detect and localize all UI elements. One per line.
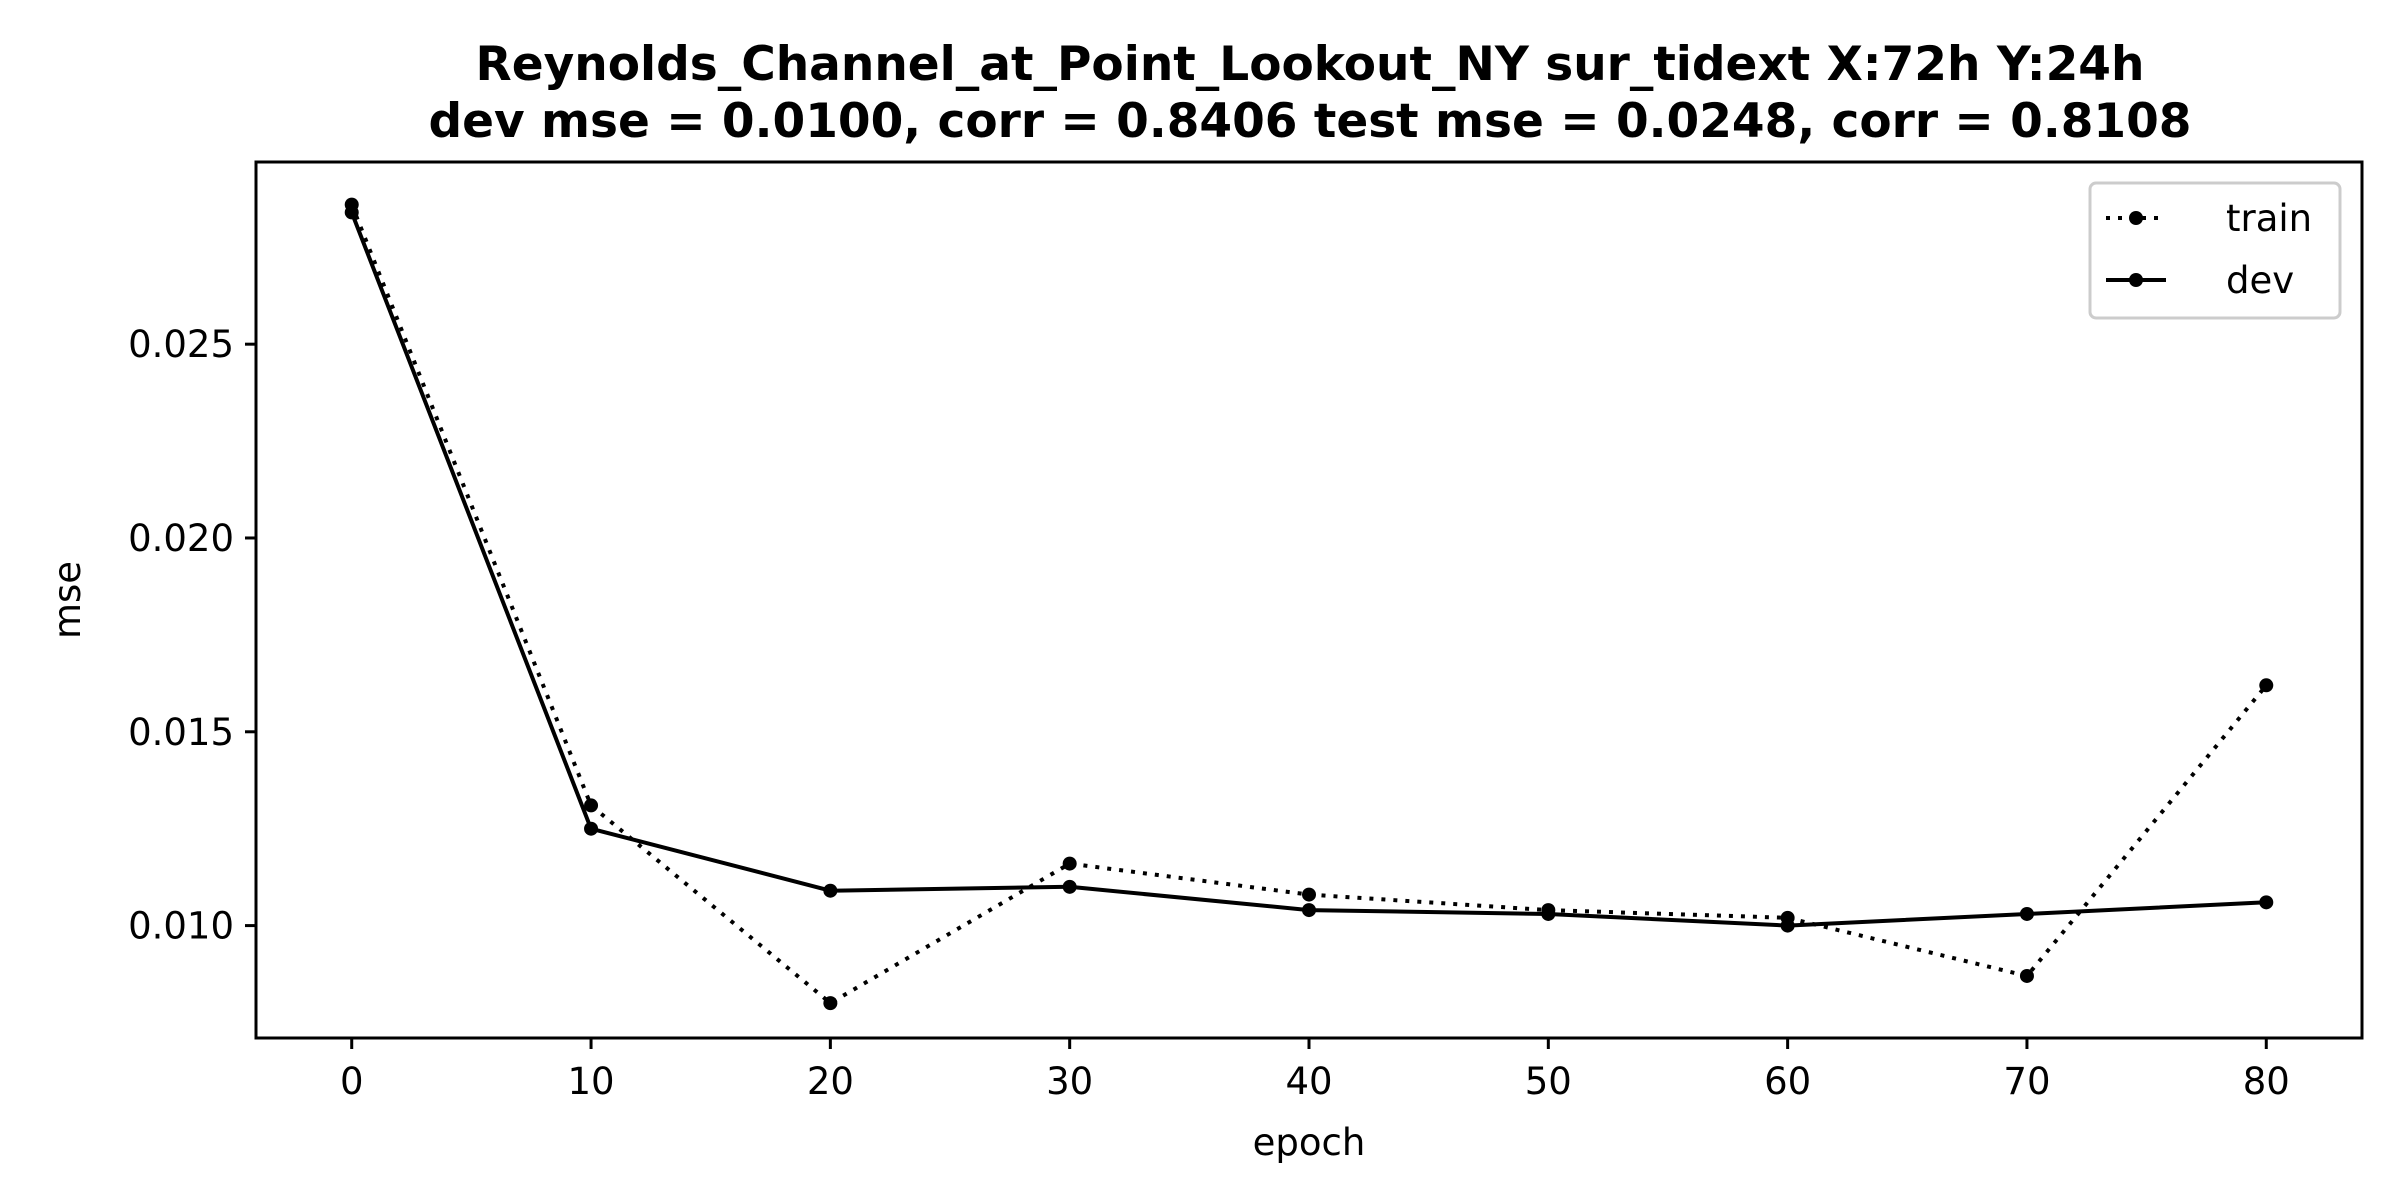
x-axis: 0 10 20 30 40 50 60 70 80 [340, 1038, 2290, 1103]
data-point-dev [1541, 906, 1556, 921]
data-point-dev [584, 821, 599, 836]
x-tick-label: 50 [1525, 1060, 1572, 1103]
y-tick-label: 0.020 [128, 517, 234, 560]
chart-subtitle: dev mse = 0.0100, corr = 0.8406 test mse… [428, 94, 2191, 149]
y-axis-label: mse [46, 561, 89, 639]
legend-train-marker [2129, 211, 2143, 225]
data-point-dev [1062, 879, 1077, 894]
data-point-train [823, 996, 838, 1011]
data-point-dev [1780, 918, 1795, 933]
y-tick-label: 0.025 [128, 323, 234, 366]
y-tick-label: 0.010 [128, 905, 234, 948]
series-line-train [349, 203, 2268, 1006]
data-point-train [2259, 678, 2274, 693]
x-tick-label: 0 [340, 1060, 364, 1103]
y-tick-label: 0.015 [128, 711, 234, 754]
x-axis-label: epoch [1253, 1121, 1366, 1164]
x-tick-label: 10 [567, 1060, 614, 1103]
x-tick-label: 30 [1046, 1060, 1093, 1103]
legend-box [2088, 181, 2342, 320]
data-point-dev [1302, 903, 1316, 918]
legend-dev-label: dev [2226, 259, 2294, 302]
series-line-dev [349, 211, 2267, 928]
y-axis: 0.010 0.015 0.020 0.025 [128, 323, 256, 948]
legend: train dev [2088, 181, 2342, 320]
data-point-dev [2019, 906, 2034, 921]
data-point-train [2019, 968, 2034, 983]
x-tick-label: 20 [807, 1060, 854, 1103]
legend-train-label: train [2226, 197, 2312, 240]
data-point-train [1302, 887, 1316, 902]
data-point-dev [2259, 895, 2274, 910]
x-tick-label: 80 [2243, 1060, 2290, 1103]
legend-dev-marker [2129, 273, 2143, 287]
data-point-train [1062, 856, 1077, 871]
series-layer [344, 197, 2274, 1011]
data-point-dev [823, 883, 838, 898]
x-tick-label: 70 [2003, 1060, 2050, 1103]
data-point-dev [344, 205, 359, 220]
data-point-train [584, 798, 599, 813]
chart-title: Reynolds_Channel_at_Point_Lookout_NY sur… [476, 37, 2145, 92]
x-tick-label: 40 [1285, 1060, 1332, 1103]
x-tick-label: 60 [1764, 1060, 1811, 1103]
